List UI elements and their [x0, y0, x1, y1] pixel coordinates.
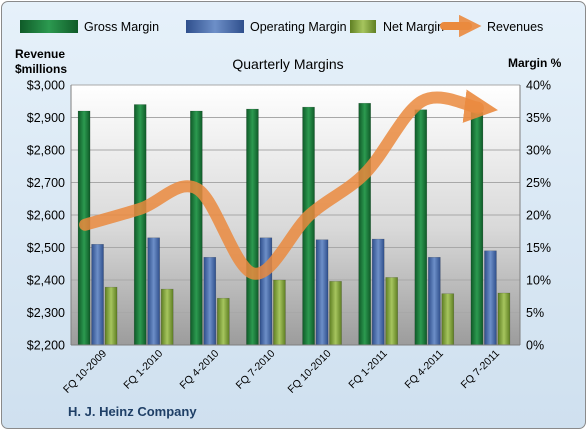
bar-operating-margin	[203, 257, 217, 346]
left-tick-label: $2,400	[27, 274, 65, 288]
bar-operating-margin	[428, 257, 441, 346]
right-tick-labels: 0% 5% 10% 15% 20% 25% 30% 35% 40%	[526, 79, 551, 353]
category-tick-label: FQ 10-2010	[286, 348, 334, 396]
bar-net-margin	[497, 292, 511, 346]
revenue-line-path	[79, 89, 498, 280]
category-tick-label: FQ 1-2010	[121, 348, 165, 392]
bar-net-margin	[217, 297, 230, 346]
bar-operating-margin	[259, 237, 273, 346]
right-tick-label: 15%	[526, 241, 551, 255]
legend-swatch-operating-margin	[186, 20, 244, 33]
category-tick-label: FQ 7-2010	[234, 348, 278, 392]
bar-gross-margin	[246, 108, 259, 346]
legend-label-gross-margin: Gross Margin	[84, 20, 159, 34]
bar-gross-margin	[414, 109, 428, 346]
right-tick-label: 5%	[526, 306, 544, 320]
revenue-line	[79, 89, 498, 280]
category-tick-label: FQ 4-2010	[177, 348, 221, 392]
legend-label-revenues: Revenues	[487, 20, 543, 34]
right-tick-label: 35%	[526, 111, 551, 125]
bar-operating-margin	[315, 239, 329, 346]
right-tick-label: 40%	[526, 79, 551, 93]
left-tick-labels: $2,200 $2,300 $2,400 $2,500 $2,600 $2,700 $2,8…	[27, 79, 65, 353]
axes	[70, 85, 521, 346]
right-tick-label: 30%	[526, 144, 551, 158]
bar-operating-margin	[91, 244, 104, 346]
legend-swatch-net-margin	[350, 20, 376, 33]
bar-gross-margin	[358, 102, 371, 346]
chart-title: Quarterly Margins	[232, 56, 343, 72]
left-tick-label: $2,300	[27, 306, 65, 320]
bar-gross-margin	[470, 112, 484, 346]
bar-operating-margin	[371, 238, 385, 346]
bar-net-margin	[273, 279, 286, 346]
bar-net-margin	[104, 286, 118, 346]
bar-operating-margin	[484, 250, 497, 346]
left-axis-title-line2: $millions	[15, 62, 67, 76]
company-name: H. J. Heinz Company	[68, 404, 197, 419]
bar-net-margin	[329, 281, 342, 346]
legend-label-operating-margin: Operating Margin	[250, 20, 347, 34]
bar-gross-margin	[133, 104, 147, 346]
category-tick-label: FQ 10-2009	[61, 348, 109, 396]
left-tick-label: $3,000	[27, 79, 65, 93]
right-tick-label: 25%	[526, 176, 551, 190]
category-tick-label: FQ 7-2011	[459, 348, 503, 392]
left-tick-label: $2,500	[27, 241, 65, 255]
right-tick-label: 10%	[526, 274, 551, 288]
category-tick-label: FQ 1-2011	[346, 348, 390, 392]
bar-gross-margin	[190, 110, 203, 346]
bar-net-margin	[385, 277, 398, 346]
legend: Gross Margin Operating Margin Net Margin…	[20, 14, 543, 38]
left-tick-label: $2,700	[27, 176, 65, 190]
right-tick-label: 0%	[526, 339, 544, 353]
left-tick-label: $2,600	[27, 209, 65, 223]
legend-swatch-gross-margin	[20, 20, 78, 33]
left-axis-title-line1: Revenue	[15, 47, 65, 61]
left-tick-label: $2,200	[27, 339, 65, 353]
left-tick-label: $2,800	[27, 144, 65, 158]
right-axis-title: Margin %	[508, 56, 562, 70]
legend-label-net-margin: Net Margin	[383, 20, 444, 34]
bar-operating-margin	[147, 237, 160, 346]
left-tick-label: $2,900	[27, 111, 65, 125]
category-tick-labels: FQ 10-2009 FQ 1-2010 FQ 4-2010 FQ 7-2010 FQ …	[61, 348, 502, 396]
bar-net-margin	[441, 293, 455, 346]
bar-net-margin	[160, 288, 174, 346]
right-tick-label: 20%	[526, 209, 551, 223]
category-tick-label: FQ 4-2011	[403, 348, 447, 392]
bar-marks	[77, 102, 511, 346]
